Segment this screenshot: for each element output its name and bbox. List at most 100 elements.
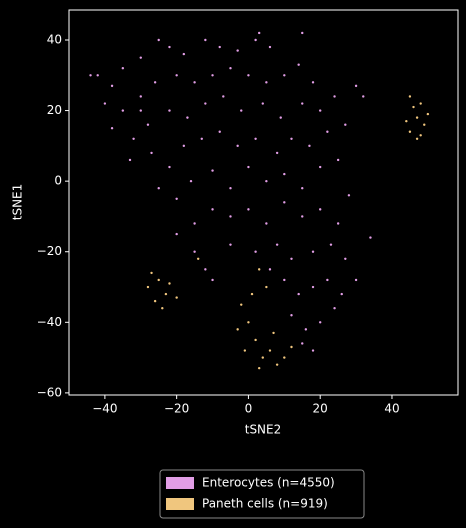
point xyxy=(240,303,243,306)
point xyxy=(250,292,254,296)
point xyxy=(308,144,311,148)
point xyxy=(362,95,365,98)
point xyxy=(168,165,171,169)
point xyxy=(290,345,293,349)
point xyxy=(311,349,315,352)
point xyxy=(329,243,333,246)
point xyxy=(318,321,322,324)
point xyxy=(240,109,243,112)
point xyxy=(268,45,272,49)
point xyxy=(182,144,186,148)
point xyxy=(254,137,257,141)
point xyxy=(139,95,142,98)
point xyxy=(275,363,279,366)
x-axis-label: tSNE2 xyxy=(245,423,282,437)
point xyxy=(236,49,239,52)
point xyxy=(408,95,412,98)
legend-swatch xyxy=(166,477,194,489)
point xyxy=(150,271,153,275)
point xyxy=(290,257,293,260)
point xyxy=(243,349,247,352)
point xyxy=(369,236,372,239)
point xyxy=(415,137,419,141)
point xyxy=(265,179,268,183)
point xyxy=(157,278,160,282)
x-tick-label: 20 xyxy=(313,402,328,416)
y-axis-label: tSNE1 xyxy=(11,184,25,221)
point xyxy=(222,95,225,98)
legend-label: Enterocytes (n=4550) xyxy=(202,476,335,490)
x-tick-label: −20 xyxy=(164,402,189,416)
point xyxy=(311,285,315,289)
point xyxy=(218,130,221,133)
point xyxy=(229,67,232,70)
point xyxy=(318,109,322,112)
point xyxy=(290,137,293,141)
point xyxy=(419,102,422,105)
point xyxy=(247,208,250,211)
point xyxy=(326,278,329,282)
point xyxy=(121,109,125,112)
point xyxy=(236,328,239,331)
point xyxy=(218,45,221,49)
point xyxy=(275,243,279,246)
point xyxy=(283,172,286,176)
point xyxy=(265,222,268,225)
point xyxy=(193,81,196,84)
point xyxy=(326,130,329,133)
point xyxy=(211,278,214,282)
point xyxy=(168,282,171,285)
point xyxy=(265,81,268,84)
point xyxy=(164,292,168,296)
point xyxy=(265,285,268,289)
point xyxy=(175,197,178,200)
point xyxy=(211,74,214,77)
x-tick-label: −40 xyxy=(92,402,117,416)
point xyxy=(301,187,304,190)
point xyxy=(247,165,250,169)
point xyxy=(261,102,264,105)
point xyxy=(157,187,160,190)
point xyxy=(408,130,412,133)
legend-swatch xyxy=(166,498,194,510)
point xyxy=(301,102,304,105)
point xyxy=(254,38,257,42)
point xyxy=(196,257,200,260)
point xyxy=(340,292,343,296)
y-tick-label: −60 xyxy=(37,385,62,399)
point xyxy=(304,328,308,331)
point xyxy=(290,314,293,317)
point xyxy=(146,285,150,289)
point xyxy=(189,179,193,183)
point xyxy=(301,31,304,35)
point xyxy=(96,74,99,77)
point xyxy=(153,299,157,303)
point xyxy=(297,292,300,296)
point xyxy=(257,268,261,271)
point xyxy=(168,109,171,112)
point xyxy=(229,187,232,190)
point xyxy=(297,63,300,66)
point xyxy=(419,134,422,137)
y-tick-label: −20 xyxy=(37,244,62,258)
point xyxy=(254,250,257,253)
point xyxy=(405,119,408,123)
x-tick-label: 0 xyxy=(245,402,253,416)
point xyxy=(175,74,178,77)
point xyxy=(311,250,315,253)
point xyxy=(279,116,282,119)
point xyxy=(153,81,157,84)
point xyxy=(283,356,286,359)
point xyxy=(139,56,142,59)
point xyxy=(272,331,275,335)
point xyxy=(423,123,426,126)
point xyxy=(347,194,351,197)
point xyxy=(257,31,261,35)
point xyxy=(121,67,125,70)
point xyxy=(344,257,347,260)
point xyxy=(412,105,415,109)
point xyxy=(336,158,340,162)
point xyxy=(204,268,207,271)
point xyxy=(301,215,304,218)
